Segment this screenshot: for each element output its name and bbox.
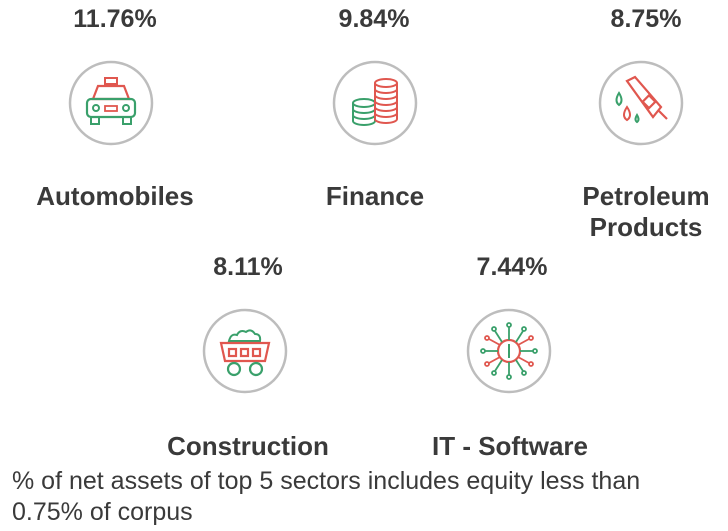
category-label-line-1: Petroleum — [582, 181, 710, 211]
category-label-construction: Construction — [167, 431, 329, 461]
value-label-construction: 8.11% — [213, 253, 283, 281]
fuel-nozzle-icon — [597, 59, 685, 147]
value-label-petroleum-products: 8.75% — [610, 5, 682, 33]
value-label-finance: 9.84% — [338, 5, 410, 33]
category-label-petroleum-products: Petroleum Products — [566, 181, 726, 243]
car-icon — [67, 59, 155, 147]
category-label-finance: Finance — [325, 181, 425, 211]
category-label-line-2: Products — [589, 212, 703, 242]
footnote: % of net assets of top 5 sectors include… — [12, 467, 641, 526]
category-label-it-software: IT - Software — [431, 431, 588, 461]
coin-stacks-icon — [331, 59, 419, 147]
value-label-automobiles: 11.76% — [73, 5, 157, 33]
microchip-icon — [465, 307, 553, 395]
value-label-it-software: 7.44% — [476, 253, 548, 281]
mining-cart-icon — [201, 307, 289, 395]
category-label-automobiles: Automobiles — [36, 181, 194, 211]
